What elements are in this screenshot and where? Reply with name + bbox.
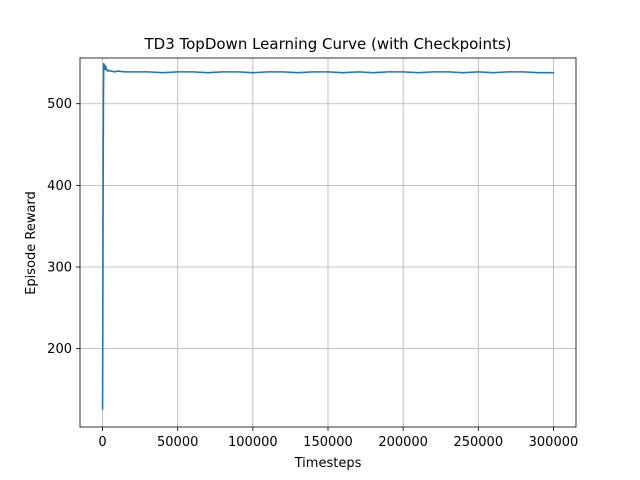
x-tick-label: 100000 (228, 435, 278, 450)
y-axis: 200 300 400 500 (47, 97, 80, 357)
x-axis: 0 50000 100000 150000 200000 250000 300000 (98, 427, 578, 450)
series-line-0 (101, 62, 555, 410)
x-tick-label: 150000 (303, 435, 353, 450)
y-tick-label: 200 (47, 342, 72, 357)
x-tick-label: 250000 (453, 435, 503, 450)
chart-title: TD3 TopDown Learning Curve (with Checkpo… (143, 35, 511, 53)
y-tick-label: 400 (47, 179, 72, 194)
y-tick-label: 500 (47, 97, 72, 112)
x-axis-label: Timesteps (294, 456, 362, 471)
x-tick-label: 300000 (529, 435, 579, 450)
y-tick-label: 300 (47, 260, 72, 275)
grid (80, 58, 576, 427)
y-axis-label: Episode Reward (24, 191, 39, 295)
x-tick-label: 0 (98, 435, 106, 450)
x-tick-label: 50000 (157, 435, 198, 450)
x-tick-label: 200000 (378, 435, 428, 450)
series-group (101, 62, 555, 410)
